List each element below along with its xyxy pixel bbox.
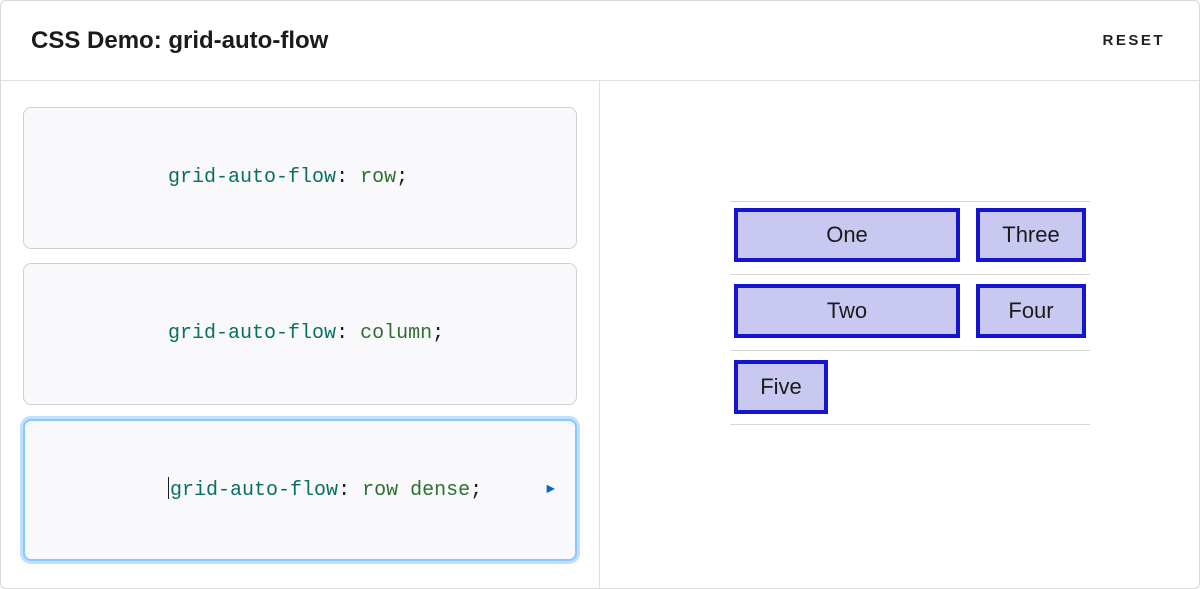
demo-frame: CSS Demo: grid-auto-flow RESET grid-auto…	[0, 0, 1200, 589]
grid-item-four: Four	[976, 284, 1086, 338]
code-semicolon: ;	[396, 166, 408, 189]
code-property: grid-auto-flow	[168, 166, 336, 189]
grid-item-five: Five	[734, 360, 828, 414]
code-property: grid-auto-flow	[168, 322, 336, 345]
code-value: row	[360, 166, 396, 189]
code-property: grid-auto-flow	[170, 479, 338, 502]
code-line: grid-auto-flow: row dense;	[48, 453, 482, 527]
demo-header: CSS Demo: grid-auto-flow RESET	[1, 1, 1199, 81]
code-semicolon: ;	[470, 479, 482, 502]
code-value: row dense	[362, 479, 470, 502]
grid-result-container: One Three Two Four Five	[730, 201, 1090, 425]
result-pane: One Three Two Four Five	[600, 81, 1199, 588]
option-column[interactable]: grid-auto-flow: column;	[23, 263, 577, 405]
text-cursor	[168, 477, 169, 499]
code-colon: :	[336, 322, 360, 345]
page-title: CSS Demo: grid-auto-flow	[31, 27, 328, 55]
code-colon: :	[338, 479, 362, 502]
code-line: grid-auto-flow: row;	[48, 142, 408, 214]
demo-body: grid-auto-flow: row; grid-auto-flow: col…	[1, 81, 1199, 588]
reset-button[interactable]: RESET	[1098, 26, 1169, 55]
code-semicolon: ;	[432, 322, 444, 345]
grid-item-one: One	[734, 208, 960, 262]
grid-item-two: Two	[734, 284, 960, 338]
caret-right-icon: ▶	[547, 482, 555, 499]
code-line: grid-auto-flow: column;	[48, 298, 444, 370]
code-value: column	[360, 322, 432, 345]
grid-item-three: Three	[976, 208, 1086, 262]
grid-container: One Three Two Four Five	[730, 201, 1090, 425]
option-row[interactable]: grid-auto-flow: row;	[23, 107, 577, 249]
code-colon: :	[336, 166, 360, 189]
options-pane: grid-auto-flow: row; grid-auto-flow: col…	[1, 81, 600, 588]
option-row-dense[interactable]: grid-auto-flow: row dense; ▶	[23, 419, 577, 561]
